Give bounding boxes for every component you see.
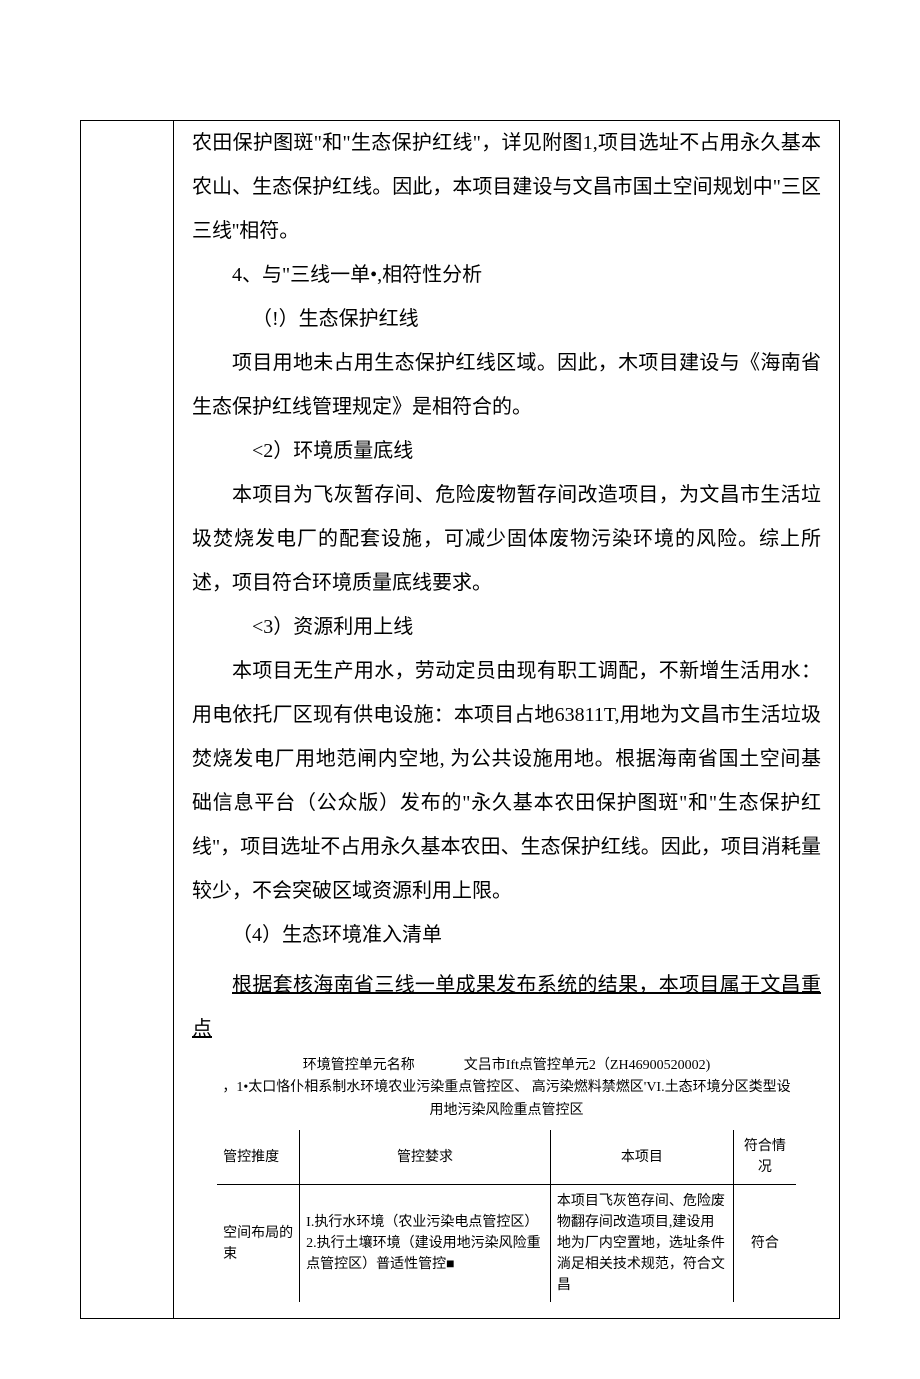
para-1: 农田保护图斑"和"生态保护红线"，详见附图1,项目选址不占用永久基本农山、生态保… bbox=[192, 121, 821, 253]
th-project: 本项目 bbox=[550, 1130, 733, 1185]
unit-line1: 环境管控单元名称 文吕市Ift点管控单元2（ZH46900520002) bbox=[222, 1055, 791, 1077]
th-dimension: 管控推度 bbox=[217, 1130, 300, 1185]
sub-2: <2）环境质量底线 bbox=[192, 429, 821, 473]
sub-1: （!）生态保护红线 bbox=[192, 297, 821, 341]
para-2: 项目用地未占用生态保护红线区域。因此，木项目建设与《海南省生态保护红线管理规定》… bbox=[192, 341, 821, 429]
para-5: 根据套核海南省三线一单成果发布系统的结果，本项目属于文昌重点 bbox=[192, 963, 821, 1051]
unit-label: 环境管控单元名称 bbox=[303, 1058, 415, 1073]
content-cell: 农田保护图斑"和"生态保护红线"，详见附图1,项目选址不占用永久基本农山、生态保… bbox=[174, 121, 840, 1319]
cell-dimension: 空间布局的束 bbox=[217, 1185, 300, 1303]
table-row: 空间布局的束 I.执行水环境（农业污染电点管控区） 2.执行土壤环境（建设用地污… bbox=[217, 1185, 796, 1303]
cell-project: 本项目飞灰笆存间、危险废物翻存间改造项目,建设用地为厂内空置地，选址条件淌足相关… bbox=[550, 1185, 733, 1303]
sub-4: （4）生态环境准入清单 bbox=[192, 913, 821, 957]
para-3: 本项目为飞灰暂存间、危险废物暂存间改造项目，为文昌市生活垃圾焚烧发电厂的配套设施… bbox=[192, 473, 821, 605]
control-table: 管控推度 管控婪求 本项目 符合情况 空间布局的束 I.执行水环境（农业污染电点… bbox=[217, 1130, 796, 1302]
outer-table: 农田保护图斑"和"生态保护红线"，详见附图1,项目选址不占用永久基本农山、生态保… bbox=[80, 120, 840, 1319]
left-margin-cell bbox=[81, 121, 174, 1319]
heading-4: 4、与"三线一单•,相符性分析 bbox=[192, 253, 821, 297]
unit-name-block: 环境管控单元名称 文吕市Ift点管控单元2（ZH46900520002) ，1•… bbox=[222, 1055, 791, 1122]
sub-3: <3）资源利用上线 bbox=[192, 605, 821, 649]
unit-value: 文吕市Ift点管控单元2（ZH46900520002) bbox=[464, 1058, 711, 1073]
cell-requirement: I.执行水环境（农业污染电点管控区） 2.执行土壤环境（建设用地污染风险重点管控… bbox=[300, 1185, 551, 1303]
cell-conform: 符合 bbox=[733, 1185, 796, 1303]
th-conform: 符合情况 bbox=[733, 1130, 796, 1185]
unit-line2: ，1•太口恪仆相系制水环境农业污染重点管控区、 高污染燃料禁燃区'VI.土态环境… bbox=[222, 1077, 791, 1122]
table-header-row: 管控推度 管控婪求 本项目 符合情况 bbox=[217, 1130, 796, 1185]
para-4: 本项目无生产用水，劳动定员由现有职工调配，不新增生活用水：用电依托厂区现有供电设… bbox=[192, 649, 821, 913]
th-requirement: 管控婪求 bbox=[300, 1130, 551, 1185]
page-container: 农田保护图斑"和"生态保护红线"，详见附图1,项目选址不占用永久基本农山、生态保… bbox=[0, 0, 920, 1379]
